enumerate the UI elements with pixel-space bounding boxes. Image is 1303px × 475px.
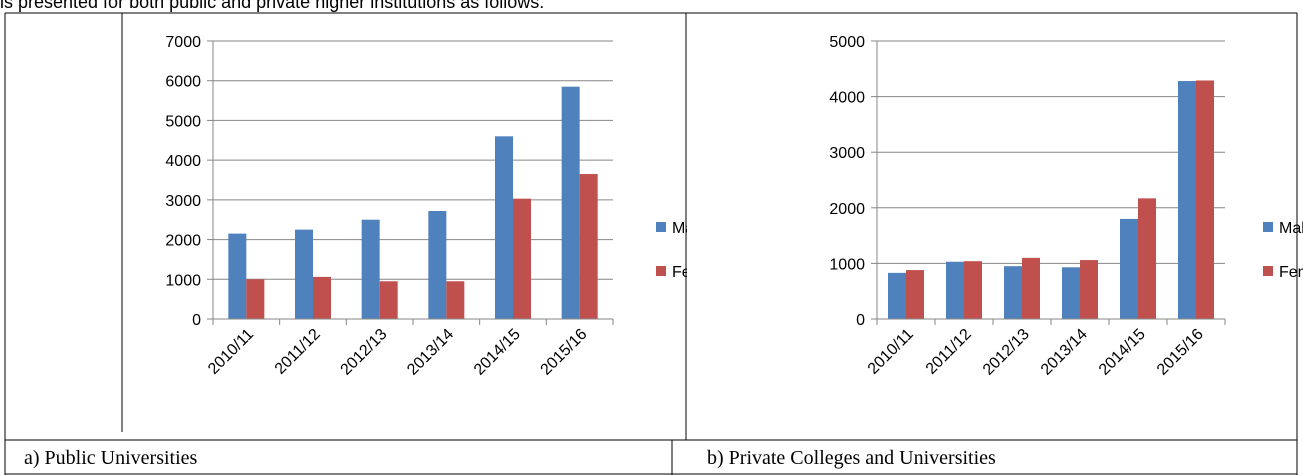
bar: [446, 281, 465, 319]
bar: [513, 198, 531, 319]
y-tick-label: 3000: [165, 193, 201, 210]
x-tick-label: 2013/14: [1038, 326, 1091, 379]
chart: 010002000300040005000MaleFemale2010/1120…: [829, 34, 1303, 379]
y-tick-label: 1000: [165, 272, 201, 289]
x-tick-label: 2014/15: [471, 326, 524, 379]
bar: [1080, 260, 1098, 319]
y-tick-label: 5000: [829, 34, 865, 51]
bar: [579, 174, 598, 319]
x-tick-label: 2015/16: [1154, 326, 1207, 379]
legend-swatch: [656, 222, 666, 232]
bar: [495, 136, 513, 319]
x-tick-label: 2011/12: [923, 326, 975, 378]
y-tick-label: 2000: [829, 201, 865, 218]
bar: [428, 210, 447, 319]
y-tick-label: 0: [192, 312, 201, 329]
x-tick-label: 2014/15: [1096, 326, 1149, 379]
y-tick-label: 7000: [165, 34, 201, 51]
bar: [246, 279, 265, 319]
bar: [295, 229, 313, 319]
x-tick-label: 2013/14: [404, 326, 457, 379]
bar: [1022, 257, 1040, 319]
y-tick-label: 0: [856, 312, 865, 329]
bar: [561, 86, 580, 320]
legend-label: Female: [1279, 264, 1303, 281]
y-tick-label: 1000: [829, 256, 865, 273]
bar: [1004, 266, 1022, 319]
legend-label: Female: [672, 264, 725, 281]
legend-label: Male: [672, 220, 707, 237]
bar: [888, 272, 906, 319]
bar: [1138, 198, 1156, 319]
x-tick-label: 2010/11: [205, 326, 257, 378]
bar: [1062, 267, 1080, 319]
caption: a) Public Universities: [24, 447, 198, 469]
x-tick-label: 2012/13: [338, 326, 391, 379]
x-tick-label: 2012/13: [980, 326, 1033, 379]
legend-swatch: [1263, 222, 1273, 232]
y-tick-label: 5000: [165, 113, 201, 130]
bar: [1178, 81, 1196, 319]
bar: [361, 219, 380, 319]
bar: [1120, 218, 1138, 319]
bar: [946, 261, 964, 319]
legend-swatch: [1263, 266, 1273, 276]
legend-label: Male: [1279, 220, 1303, 237]
x-tick-label: 2015/16: [538, 326, 591, 379]
x-tick-label: 2010/11: [865, 326, 917, 378]
body-text: is presented for both public and private…: [0, 0, 544, 12]
bar: [313, 276, 331, 319]
y-tick-label: 3000: [829, 145, 865, 162]
y-tick-label: 6000: [165, 74, 201, 91]
y-tick-label: 4000: [829, 90, 865, 107]
bar: [964, 261, 982, 319]
y-tick-label: 2000: [165, 233, 201, 250]
bar: [379, 281, 398, 319]
x-tick-label: 2011/12: [272, 326, 324, 378]
caption: b) Private Colleges and Universities: [707, 447, 996, 469]
bar: [906, 270, 924, 319]
bar: [228, 233, 247, 319]
bar: [1196, 80, 1214, 319]
y-tick-label: 4000: [165, 153, 201, 170]
chart: 0 1000 2000 3000 4000 5000 6000 7000 Male Female 2…: [165, 34, 725, 379]
legend-swatch: [656, 266, 666, 276]
